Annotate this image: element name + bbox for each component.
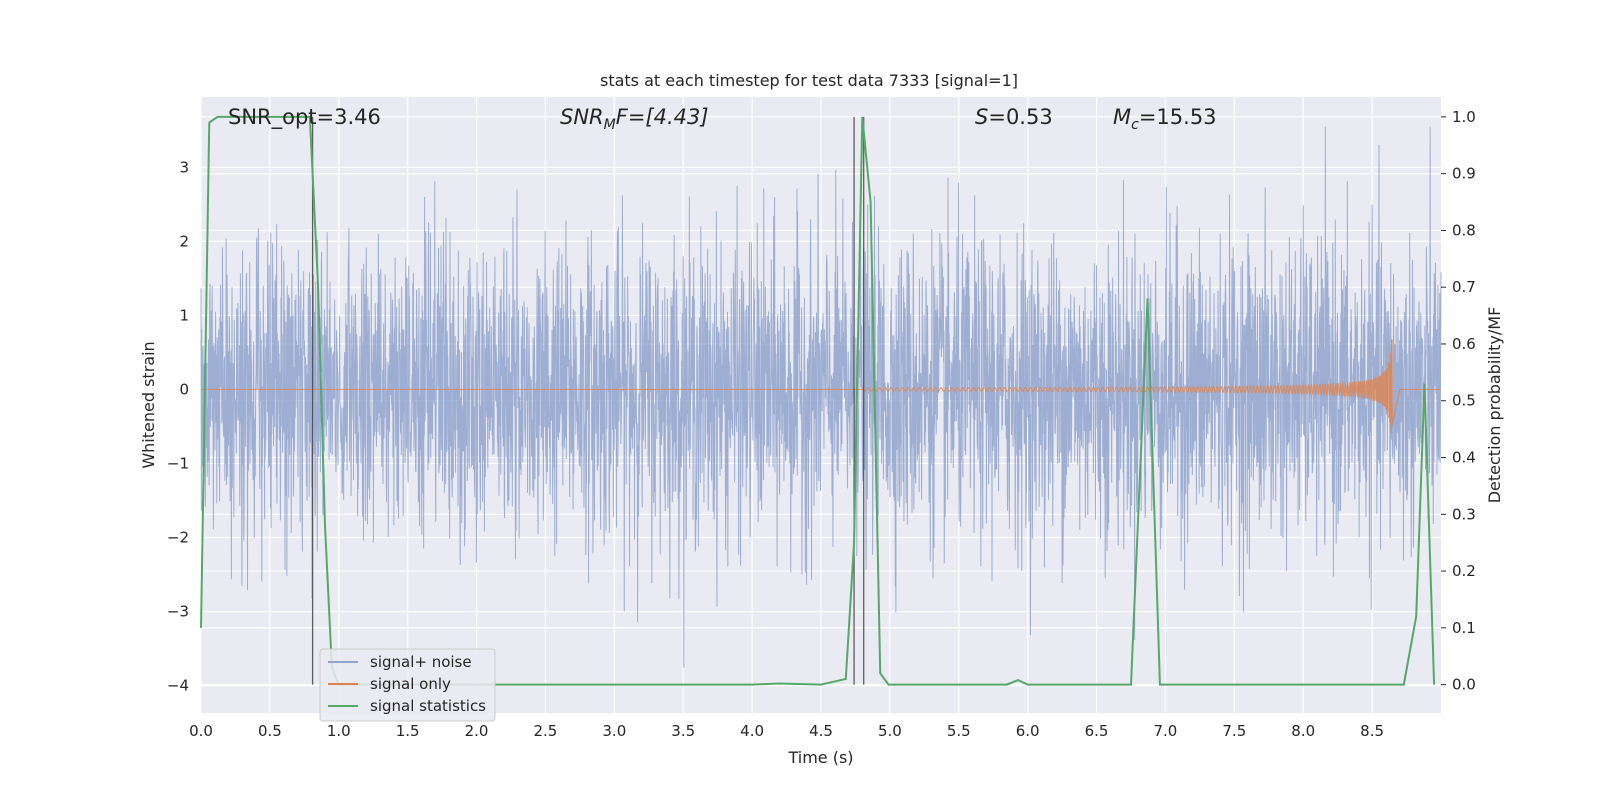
annotation-s: S=0.53: [975, 105, 1053, 129]
x-tick-label-14: 7.0: [1154, 722, 1178, 740]
y-ticks: 3 2 1 0 −1 −2 −3 −4: [167, 158, 189, 694]
snr-mf-base: SNR: [560, 105, 604, 129]
y-axis-label: Whitened strain: [139, 341, 158, 468]
y2-tick-label-5: 0.5: [1452, 392, 1476, 410]
y2-tick-label-0: 1.0: [1452, 108, 1476, 126]
legend-label-noise: signal+ noise: [370, 653, 472, 671]
x-tick-label-13: 6.5: [1085, 722, 1109, 740]
y2-tick-label-9: 0.1: [1452, 619, 1476, 637]
y2-tick-label-3: 0.7: [1452, 278, 1476, 296]
x-tick-label-3: 1.5: [396, 722, 420, 740]
s-rest: =0.53: [988, 105, 1052, 129]
y-tick-label-4: −1: [167, 454, 189, 472]
mc-rest: =15.53: [1139, 105, 1217, 129]
noise-trace: [200, 126, 1442, 668]
y-tick-label-1: 2: [179, 232, 189, 250]
y2-tick-label-6: 0.4: [1452, 449, 1476, 467]
y-tick-label-3: 0: [179, 380, 189, 398]
mc-sub: c: [1131, 117, 1139, 133]
x-tick-label-6: 3.0: [602, 722, 626, 740]
x-tick-label-9: 4.5: [809, 722, 833, 740]
annotation-snr-opt: SNR_opt=3.46: [228, 105, 381, 130]
mc-base: M: [1113, 105, 1131, 129]
y-tick-label-7: −4: [167, 677, 189, 695]
x-tick-label-0: 0.0: [189, 722, 213, 740]
y-tick-label-0: 3: [179, 158, 189, 176]
x-tick-label-5: 2.5: [534, 722, 558, 740]
y-tick-label-6: −3: [167, 603, 189, 621]
legend-label-statistics: signal statistics: [370, 697, 486, 715]
x-tick-label-1: 0.5: [258, 722, 282, 740]
statistics-trace: [200, 115, 1436, 686]
s-base: S: [975, 105, 988, 129]
y2-tick-label-10: 0.0: [1452, 676, 1476, 694]
vertical-markers: [311, 116, 865, 685]
annotation-snr-mf: SNRMF=[4.43]: [560, 105, 709, 133]
x-tick-label-12: 6.0: [1016, 722, 1040, 740]
x-tick-label-4: 2.0: [465, 722, 489, 740]
x-tick-label-7: 3.5: [671, 722, 695, 740]
legend: signal+ noise signal only signal statist…: [319, 648, 496, 722]
x-tick-label-8: 4.0: [740, 722, 764, 740]
y2-axis-label: Detection probability/MF: [1485, 307, 1504, 504]
x-tick-label-10: 5.0: [878, 722, 902, 740]
x-tick-label-17: 8.5: [1360, 722, 1384, 740]
y-tick-label-5: −2: [167, 529, 189, 547]
y2-tick-label-7: 0.3: [1452, 505, 1476, 523]
noise-line: [200, 126, 1442, 668]
y-tick-label-2: 1: [179, 306, 189, 324]
snr-mf-rest-f: F=[4.43]: [616, 105, 709, 129]
signal-only-line: [201, 339, 1441, 434]
y2-tick-label-2: 0.8: [1452, 221, 1476, 239]
x-tick-label-2: 1.0: [327, 722, 351, 740]
legend-label-signal: signal only: [370, 675, 451, 693]
y2-tick-label-8: 0.2: [1452, 562, 1476, 580]
chart-title: stats at each timestep for test data 733…: [600, 71, 1018, 90]
y2-ticks: 1.0 0.9 0.8 0.7 0.6 0.5 0.4 0.3 0.2 0.1 0.0: [1441, 108, 1476, 694]
x-tick-label-16: 8.0: [1291, 722, 1315, 740]
y2-tick-label-4: 0.6: [1452, 335, 1476, 353]
y2-tick-label-1: 0.9: [1452, 165, 1476, 183]
snr-mf-sub: M: [604, 117, 616, 133]
statistics-line: [200, 115, 1436, 686]
x-tick-label-15: 7.5: [1222, 722, 1246, 740]
annotation-mc: Mc=15.53: [1113, 105, 1217, 133]
x-axis-label: Time (s): [787, 748, 853, 767]
legend-box: [319, 648, 496, 722]
x-tick-label-11: 5.5: [947, 722, 971, 740]
signal-only-trace: [201, 339, 1441, 434]
x-ticks: 0.0 0.5 1.0 1.5 2.0 2.5 3.0 3.5 4.0 4.5 5.0 5.5 6.0 6…: [189, 722, 1384, 740]
